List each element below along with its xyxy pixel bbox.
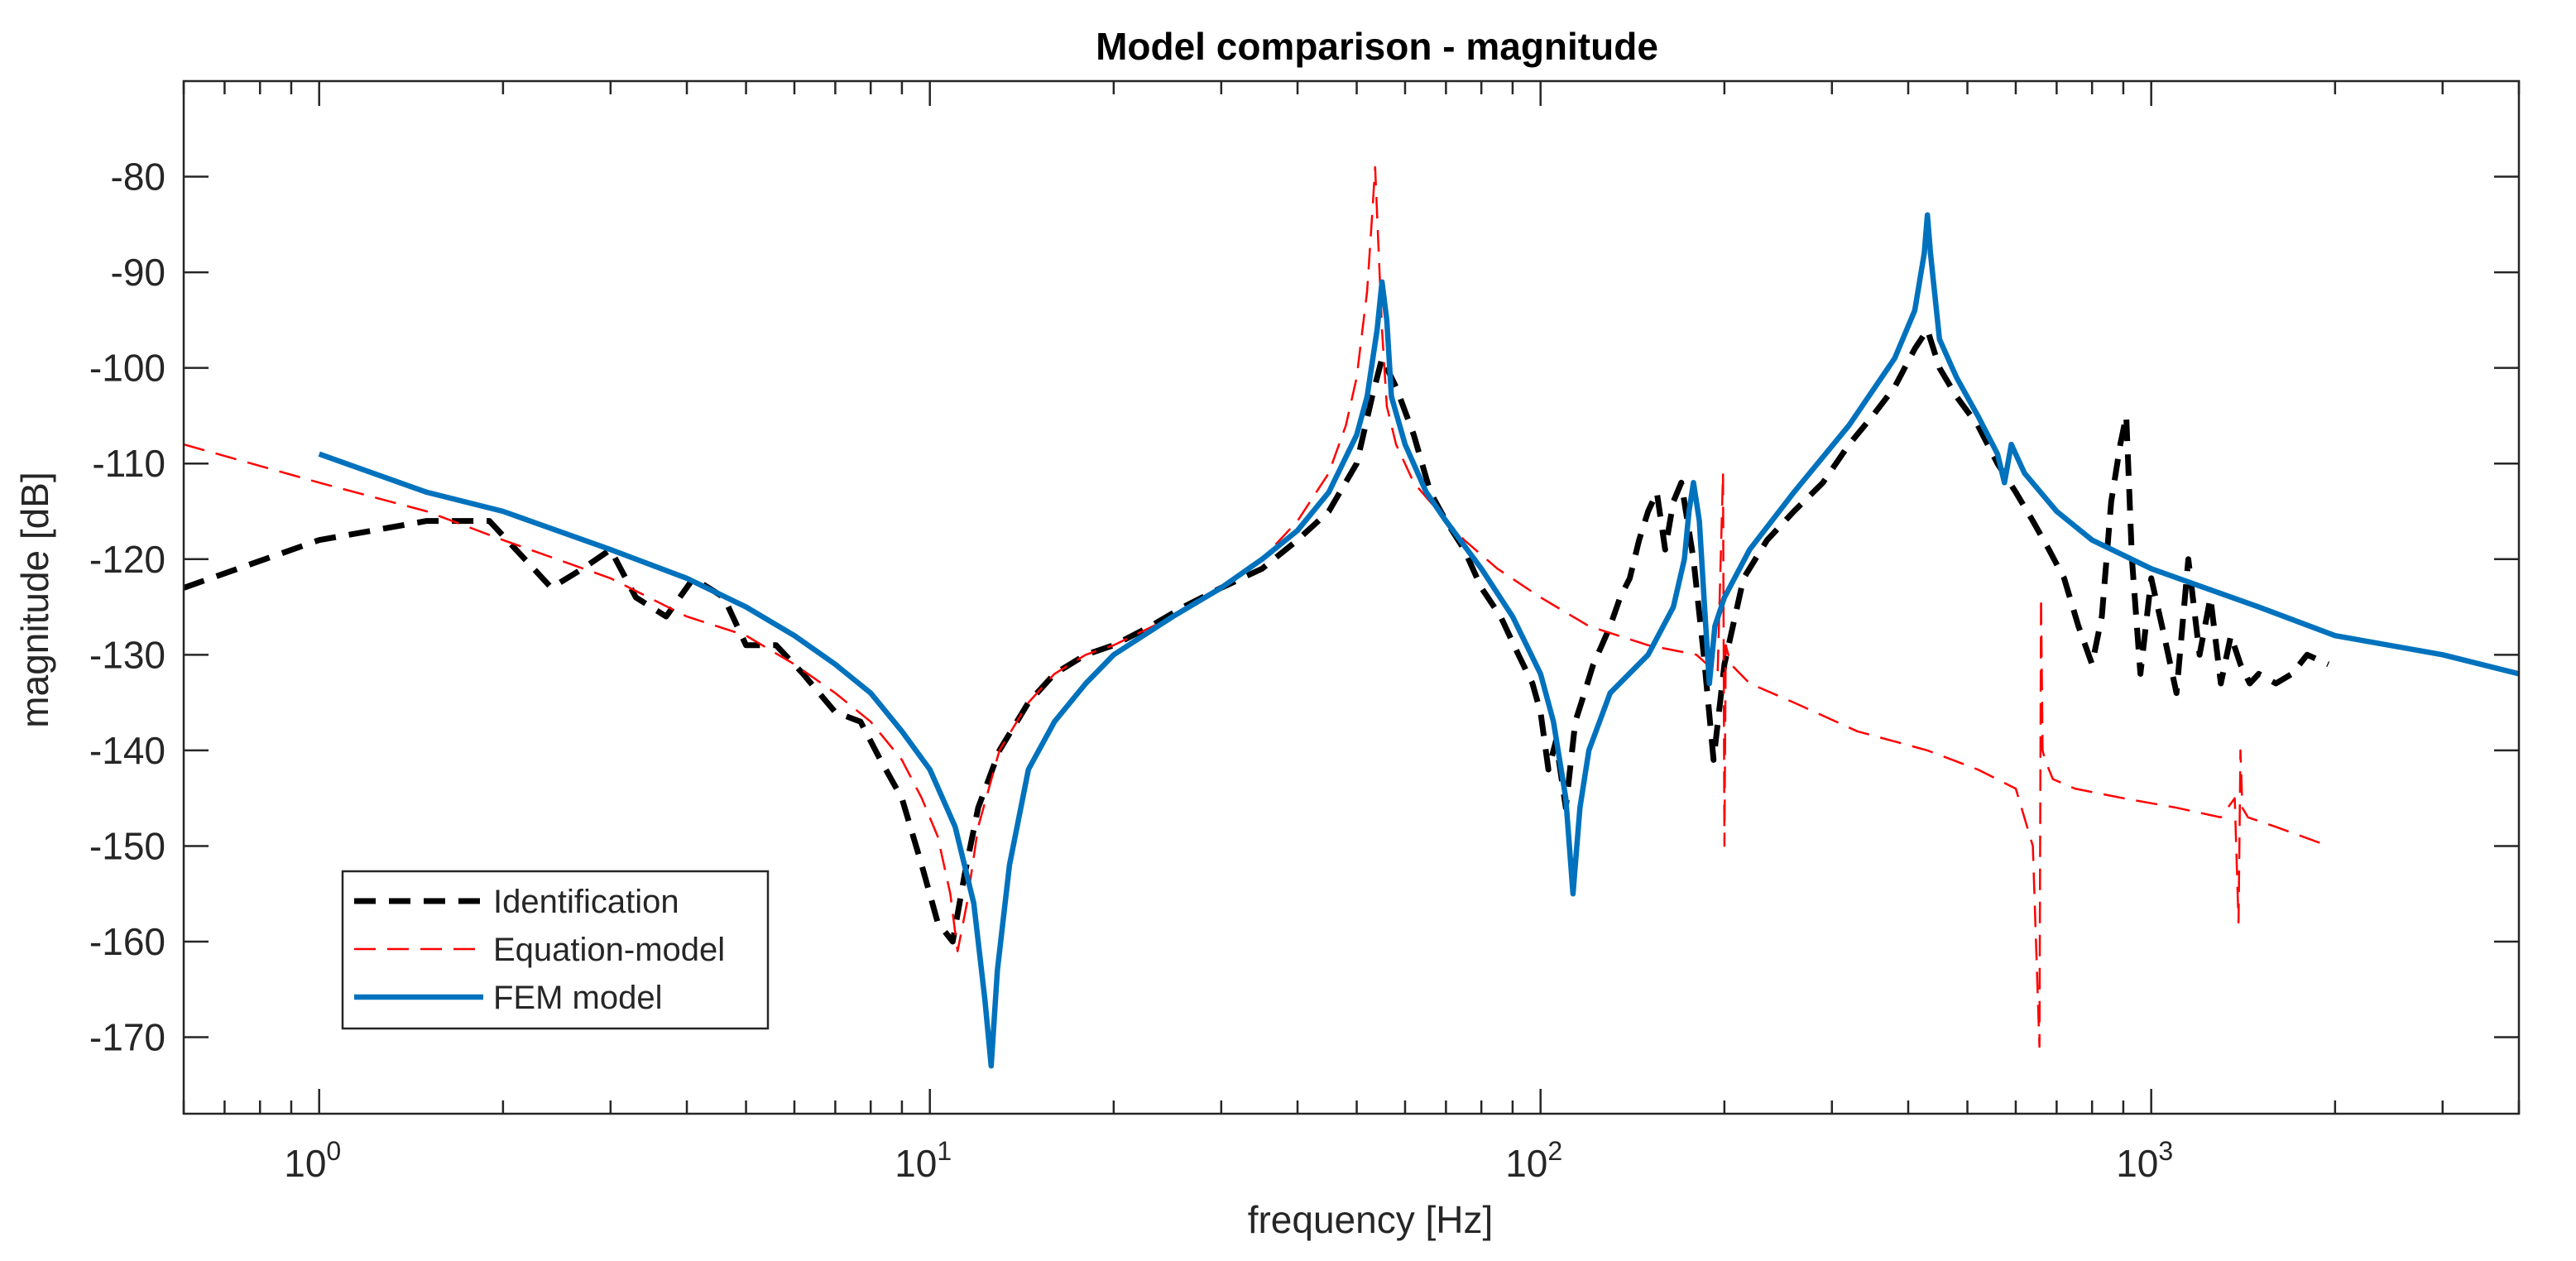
series-line-1 bbox=[184, 326, 2330, 945]
chart-title: Model comparison - magnitude bbox=[1096, 25, 1658, 68]
y-tick-label: -170 bbox=[89, 1016, 165, 1059]
plot-area: 100 101 102 103-80-90-100-110-120-130-140-1… bbox=[89, 79, 2521, 1185]
x-tick-label-exponent: 1 bbox=[937, 1136, 952, 1166]
legend-label-2: Equation-model bbox=[493, 932, 725, 968]
y-tick-label: -160 bbox=[89, 920, 165, 963]
x-tick-label: 103 bbox=[2116, 1136, 2173, 1185]
x-tick-label-exponent: 0 bbox=[326, 1136, 341, 1166]
y-tick-label: -110 bbox=[92, 442, 165, 485]
series-line-3 bbox=[318, 212, 2519, 1069]
y-tick-label: -80 bbox=[111, 156, 165, 199]
y-tick-label: -150 bbox=[89, 824, 165, 867]
series-group bbox=[184, 165, 2519, 1069]
y-tick-label: -140 bbox=[89, 729, 165, 772]
y-tick-label: -100 bbox=[89, 347, 165, 390]
axes-box bbox=[182, 79, 2521, 1115]
x-tick-label: 102 bbox=[1505, 1136, 1562, 1185]
series-line-2 bbox=[184, 165, 2329, 1048]
y-axis-label: magnitude [dB] bbox=[13, 472, 56, 727]
x-tick-label-exponent: 2 bbox=[1547, 1136, 1562, 1166]
legend-box bbox=[341, 870, 770, 1030]
y-tick-label: -130 bbox=[89, 633, 165, 676]
x-tick-label-base: 10 bbox=[2116, 1142, 2158, 1185]
x-tick-label-base: 10 bbox=[1505, 1142, 1547, 1185]
y-tick-label: -120 bbox=[89, 538, 165, 581]
legend-label-1: Identification bbox=[493, 884, 679, 920]
x-tick-label: 101 bbox=[895, 1136, 952, 1185]
x-tick-label-base: 10 bbox=[895, 1142, 937, 1185]
legend-label-3: FEM model bbox=[493, 980, 663, 1016]
y-tick-label: -90 bbox=[111, 251, 165, 294]
x-tick-label-exponent: 3 bbox=[2158, 1136, 2173, 1166]
x-tick-label-base: 10 bbox=[284, 1142, 326, 1185]
x-axis-label: frequency [Hz] bbox=[1248, 1198, 1494, 1241]
legend: Identification Equation-model FEM model bbox=[341, 870, 770, 1030]
x-tick-label: 100 bbox=[284, 1136, 341, 1185]
